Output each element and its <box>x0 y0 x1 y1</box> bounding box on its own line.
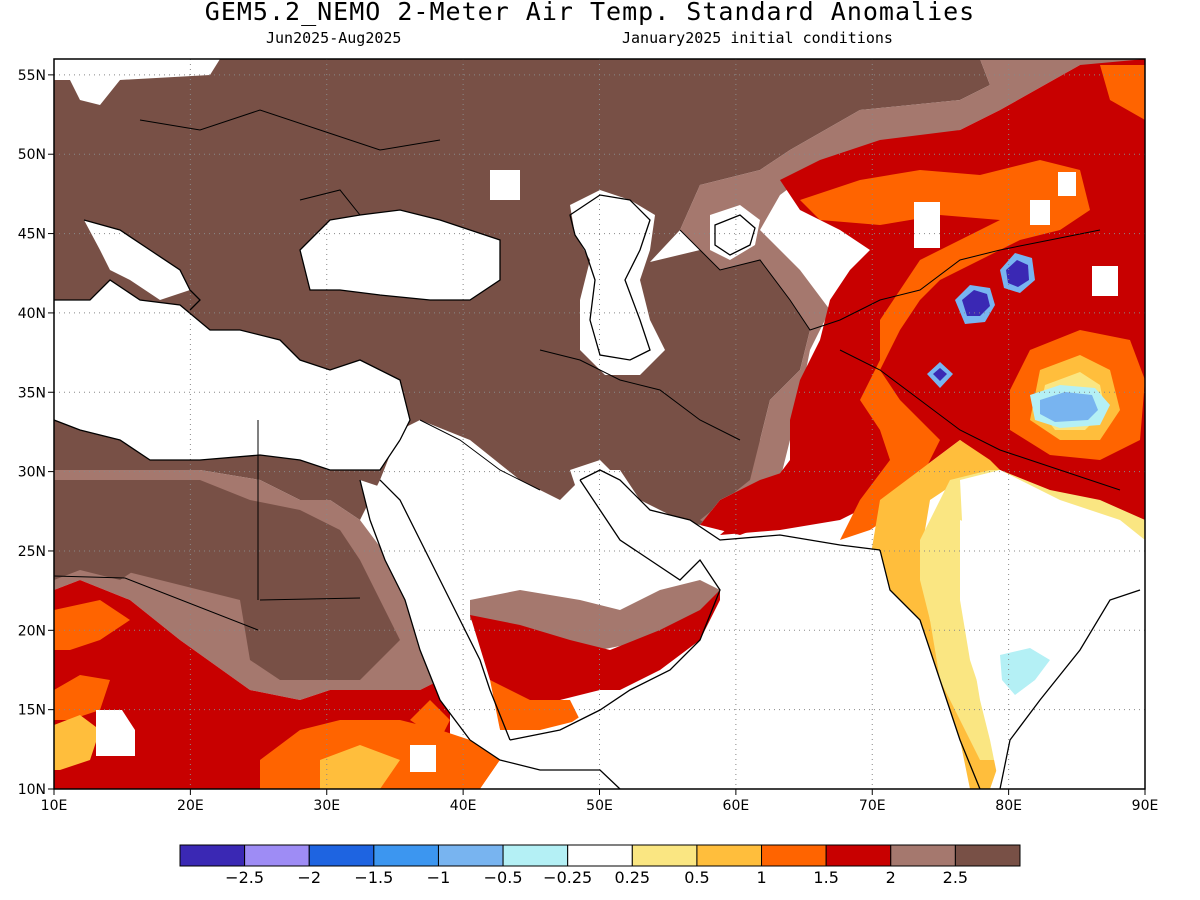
lat-tick-label: 25N <box>18 544 46 560</box>
anomaly-region-gulf-red <box>700 470 820 535</box>
anomaly-region-africa-dark-brown <box>54 480 400 680</box>
anomaly-region-africa-light-orange <box>54 715 400 789</box>
anomaly-cold-spot-2-core <box>1006 260 1029 287</box>
colorbar-swatch <box>825 844 892 867</box>
anomaly-blank-mediterranean <box>54 280 410 470</box>
coastline-red-sea-east <box>379 479 511 741</box>
lat-tick-label: 45N <box>18 227 46 243</box>
anomaly-region-arabia-orange <box>490 645 700 730</box>
initial-conditions: January2025 initial conditions <box>622 29 893 47</box>
colorbar-label: 2.5 <box>943 868 968 887</box>
colorbar-label: −0.25 <box>543 868 592 887</box>
anomaly-region-africa-orange <box>54 600 500 789</box>
lat-tick-label: 20N <box>18 623 46 639</box>
lat-tick-label: 50N <box>18 147 46 163</box>
anomaly-region-mid-blue-tibet <box>1040 392 1098 422</box>
colorbar-swatch <box>631 844 698 867</box>
map-title: GEM5.2_NEMO 2-Meter Air Temp. Standard A… <box>204 0 976 26</box>
coastline-red-sea-west <box>359 479 471 741</box>
lat-tick-label: 10N <box>18 782 46 798</box>
colorbar-swatch <box>308 844 375 867</box>
anomaly-blank-arabian-sea <box>480 535 970 789</box>
colorbar-swatch <box>696 844 763 867</box>
coastlines <box>54 109 1141 789</box>
colorbar-label: 0.5 <box>684 868 709 887</box>
colorbar: −2.5 −2 −1.5 −1 −0.5 −0.25 0.25 0.5 1 1.5 2 2.5 <box>179 844 1021 887</box>
map-grid <box>54 59 1145 789</box>
colorbar-swatch <box>567 844 633 867</box>
colorbar-swatch <box>373 844 439 867</box>
lon-tick-label: 30E <box>313 798 340 814</box>
coastline-arabia-south <box>509 479 721 741</box>
lat-tick-label: 35N <box>18 385 46 401</box>
coastline-north-africa <box>54 419 401 471</box>
lon-tick-label: 80E <box>995 798 1022 814</box>
longitude-axis: 10E 20E 30E 40E 50E 60E 70E 80E 90E <box>41 789 1159 814</box>
colorbar-swatch <box>244 844 310 867</box>
coastline-italy <box>83 219 201 311</box>
lat-tick-label: 55N <box>18 68 46 84</box>
anomaly-cold-spot-3-core <box>933 368 947 381</box>
colorbar-swatch <box>761 844 827 867</box>
colorbar-label: −2.5 <box>225 868 264 887</box>
colorbar-label: 0.25 <box>614 868 650 887</box>
anomaly-blank-black-sea <box>300 210 500 300</box>
colorbar-swatch <box>179 844 246 867</box>
anomaly-region-near-zero-india <box>960 470 1145 789</box>
colorbar-label: 1 <box>756 868 766 887</box>
coastline-black-sea <box>299 209 501 301</box>
colorbar-label: −0.5 <box>484 868 523 887</box>
lon-tick-label: 40E <box>450 798 477 814</box>
anomaly-blank-red-sea <box>360 480 500 740</box>
lon-tick-label: 20E <box>177 798 204 814</box>
anomaly-blank-caspian <box>570 190 665 375</box>
colorbar-label: 2 <box>886 868 896 887</box>
colorbar-swatch <box>437 844 504 867</box>
anomaly-blank-adriatic <box>84 220 190 300</box>
colorbar-swatch <box>502 844 569 867</box>
anomaly-cold-spot-1-core <box>962 290 990 316</box>
lon-tick-label: 70E <box>859 798 886 814</box>
colorbar-swatch <box>890 844 956 867</box>
anomaly-blank-persian-gulf <box>570 460 720 580</box>
anomaly-field <box>54 59 1145 789</box>
anomaly-blank-gulf-aden <box>500 720 600 770</box>
colorbar-label: −1.5 <box>354 868 393 887</box>
coastline-persian-gulf <box>579 469 881 551</box>
coastline-india <box>879 549 1141 789</box>
lat-tick-label: 40N <box>18 306 46 322</box>
coastline-mediterranean-north <box>54 279 411 441</box>
coastline-somalia <box>469 739 621 789</box>
colorbar-label: −2 <box>297 868 321 887</box>
forecast-period: Jun2025-Aug2025 <box>266 29 402 47</box>
lon-tick-label: 60E <box>723 798 750 814</box>
coastline-aral <box>714 214 756 256</box>
lon-tick-label: 50E <box>586 798 613 814</box>
colorbar-label: 1.5 <box>813 868 838 887</box>
lat-tick-label: 15N <box>18 703 46 719</box>
lon-tick-label: 10E <box>41 798 68 814</box>
colorbar-label: −1 <box>427 868 451 887</box>
lon-tick-label: 90E <box>1132 798 1159 814</box>
coastline-caspian <box>569 194 651 361</box>
colorbar-swatch <box>954 844 1021 867</box>
border-sketch <box>54 109 1121 631</box>
latitude-axis: 10N 15N 20N 25N 30N 35N 40N 45N 50N 55N <box>18 68 54 798</box>
lat-tick-label: 30N <box>18 465 46 481</box>
anomaly-region-pale-blue-india <box>1000 648 1050 695</box>
